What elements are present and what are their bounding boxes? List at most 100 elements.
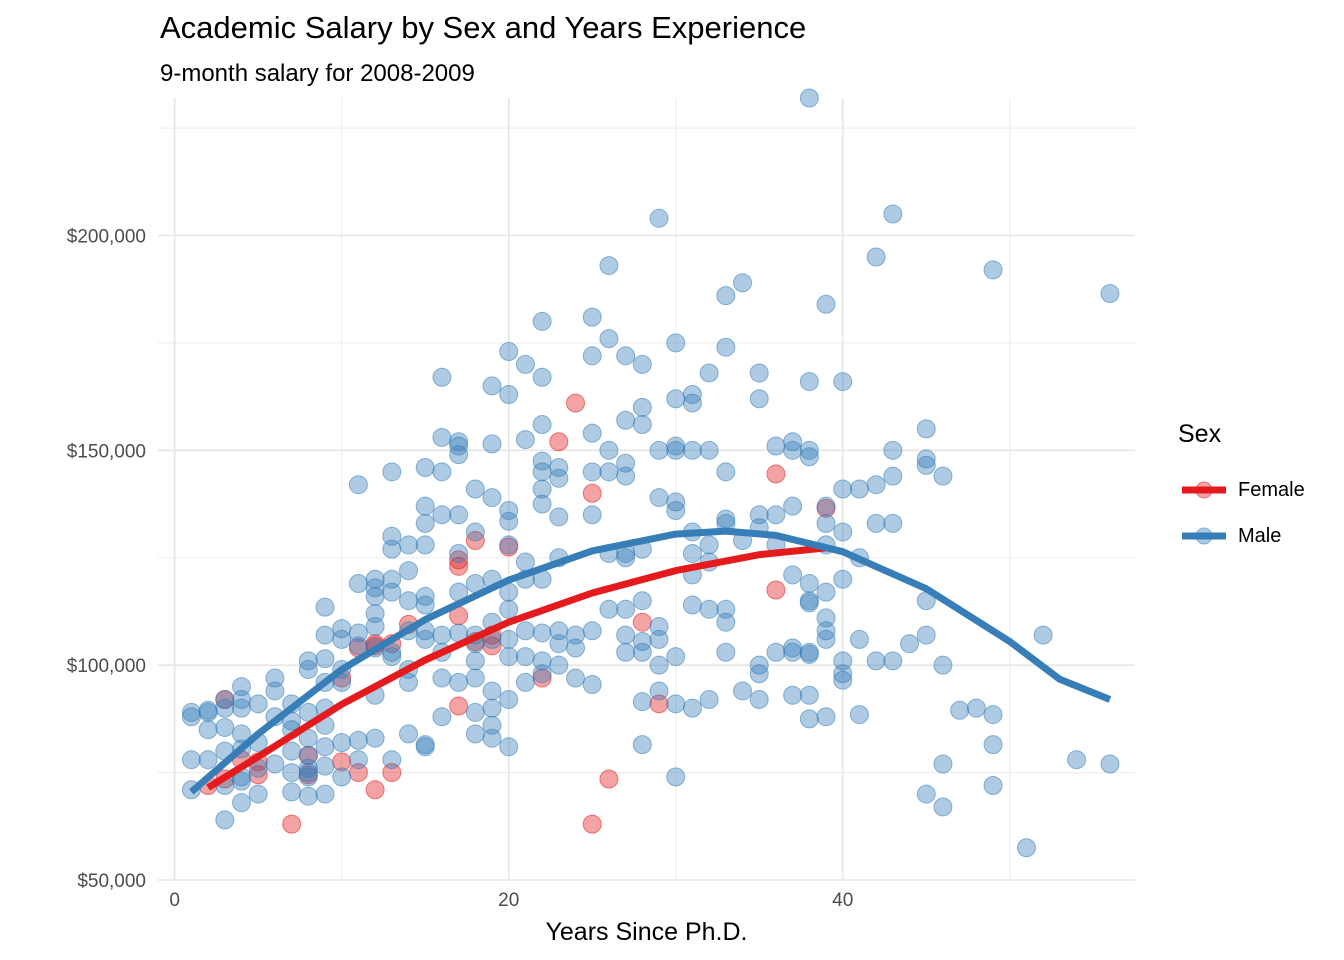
male-point — [532, 462, 552, 482]
male-point — [582, 621, 602, 641]
male-point — [649, 681, 669, 701]
male-point — [699, 363, 719, 383]
male-point — [215, 810, 235, 830]
male-point — [198, 720, 218, 740]
male-point — [449, 543, 469, 563]
legend-key-male — [1182, 527, 1226, 545]
male-point — [582, 675, 602, 694]
legend-label-male: Male — [1238, 524, 1282, 547]
female-point — [766, 464, 786, 484]
female-point — [549, 432, 569, 452]
legend: Sex Female Male — [1178, 420, 1305, 559]
male-point — [549, 634, 569, 654]
male-point — [599, 462, 619, 482]
male-point — [833, 479, 853, 499]
male-point — [332, 733, 352, 753]
male-point — [232, 793, 252, 813]
male-point — [682, 440, 702, 460]
male-point — [666, 647, 686, 667]
male-point — [916, 449, 936, 469]
male-point — [866, 651, 886, 671]
male-point — [315, 756, 335, 776]
male-point — [599, 256, 619, 276]
male-point — [649, 488, 669, 508]
male-point — [465, 479, 485, 499]
male-point — [515, 621, 535, 641]
male-point — [816, 582, 836, 602]
male-point — [315, 649, 335, 669]
male-point — [933, 466, 953, 486]
chart-title: Academic Salary by Sex and Years Experie… — [160, 10, 807, 45]
male-point — [482, 434, 502, 454]
male-point — [1067, 750, 1087, 770]
male-point — [232, 724, 252, 744]
male-point — [515, 672, 535, 692]
male-point — [833, 569, 853, 589]
male-point — [766, 436, 786, 456]
male-point — [415, 496, 435, 516]
male-point — [449, 445, 469, 465]
male-point — [181, 702, 201, 722]
legend-title: Sex — [1178, 420, 1222, 448]
male-point — [632, 397, 652, 417]
male-point — [549, 458, 569, 478]
male-point — [315, 625, 335, 645]
male-point — [632, 354, 652, 374]
male-point — [916, 784, 936, 804]
male-point — [733, 273, 753, 293]
male-point — [298, 767, 318, 787]
male-point — [382, 539, 402, 559]
male-point — [499, 342, 519, 362]
male-point — [599, 599, 619, 619]
male-point — [549, 468, 569, 488]
male-point — [248, 694, 268, 714]
male-point — [348, 475, 368, 495]
male-point — [716, 612, 736, 632]
male-point — [950, 700, 970, 720]
male-point — [716, 599, 736, 619]
male-point — [632, 642, 652, 662]
male-point — [582, 462, 602, 482]
male-point — [232, 771, 252, 791]
male-point — [783, 642, 803, 662]
male-point — [298, 786, 318, 806]
male-point — [783, 565, 803, 585]
male-point — [582, 505, 602, 525]
male-point — [983, 735, 1003, 755]
male-point — [399, 591, 419, 611]
male-point — [699, 690, 719, 710]
male-point — [532, 311, 552, 331]
male-point — [716, 337, 736, 357]
male-point — [432, 367, 452, 387]
male-point — [883, 204, 903, 224]
male-point — [983, 775, 1003, 795]
male-point — [649, 629, 669, 649]
female-point — [449, 696, 469, 716]
male-point — [616, 466, 636, 486]
male-point — [449, 505, 469, 525]
male-point — [849, 479, 869, 499]
female-point — [599, 769, 619, 789]
male-point — [265, 668, 285, 688]
male-point — [399, 724, 419, 744]
female-point — [482, 636, 502, 656]
male-point — [816, 496, 836, 516]
male-point — [749, 664, 769, 684]
male-point — [699, 599, 719, 619]
male-point — [232, 698, 252, 718]
male-point — [816, 513, 836, 533]
male-point — [465, 724, 485, 744]
male-point — [699, 440, 719, 460]
male-point — [582, 423, 602, 443]
male-point — [666, 333, 686, 353]
male-point — [532, 664, 552, 684]
male-point — [449, 672, 469, 692]
male-point — [582, 307, 602, 327]
male-point — [298, 745, 318, 765]
male-point — [1016, 838, 1036, 858]
male-point — [215, 717, 235, 737]
chart-subtitle: 9-month salary for 2008-2009 — [160, 60, 475, 87]
male-point — [499, 629, 519, 649]
